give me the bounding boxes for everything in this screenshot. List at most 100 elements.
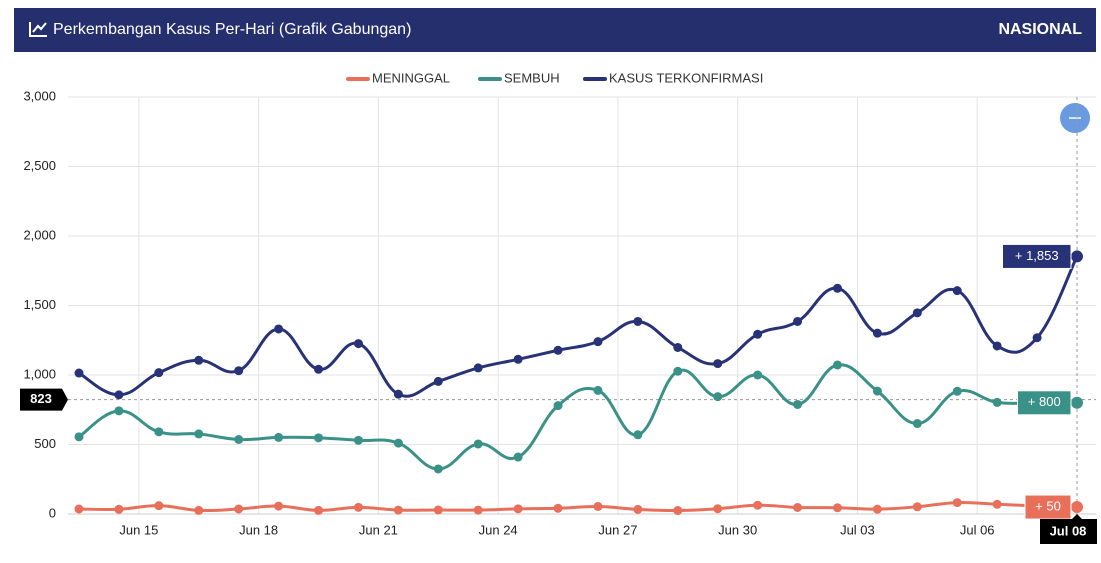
x-tick-label: Jun 21 — [359, 522, 398, 537]
y-tick-label: 2,500 — [23, 158, 56, 173]
data-point — [114, 406, 124, 416]
data-point — [353, 502, 363, 512]
data-point — [513, 452, 523, 462]
data-point — [633, 316, 643, 326]
data-point — [234, 366, 244, 376]
data-point — [194, 505, 204, 515]
chart-icon — [29, 22, 47, 37]
data-point — [274, 501, 284, 511]
data-point — [673, 506, 683, 516]
tooltip-label: + 50 — [1035, 498, 1061, 513]
data-point — [992, 499, 1002, 509]
data-point — [872, 386, 882, 396]
data-point — [114, 390, 124, 400]
data-point — [274, 432, 284, 442]
y-tick-label: 3,000 — [23, 88, 56, 103]
data-point — [713, 359, 723, 369]
data-point — [393, 505, 403, 515]
x-tick-label: Jun 27 — [598, 522, 637, 537]
data-point — [433, 376, 443, 386]
data-point — [912, 308, 922, 318]
data-point — [832, 360, 842, 370]
data-point — [154, 368, 164, 378]
data-point — [393, 438, 403, 448]
data-point — [713, 504, 723, 514]
data-point — [633, 504, 643, 514]
data-point — [194, 429, 204, 439]
header-bar — [14, 8, 1096, 52]
legend-label: SEMBUH — [504, 70, 560, 85]
data-point — [633, 430, 643, 440]
data-point — [114, 504, 124, 514]
data-point — [473, 363, 483, 373]
data-point — [194, 355, 204, 365]
data-point — [274, 324, 284, 334]
data-point — [832, 283, 842, 293]
data-point — [553, 401, 563, 411]
header-title: Perkembangan Kasus Per-Hari (Grafik Gabu… — [53, 21, 411, 38]
x-tick-label: Jun 15 — [119, 522, 158, 537]
data-point — [433, 464, 443, 474]
data-point — [952, 286, 962, 296]
x-tick-label: Jul 06 — [960, 522, 995, 537]
data-point — [473, 439, 483, 449]
data-point — [753, 329, 763, 339]
tooltip-box — [1017, 390, 1072, 416]
y-tick-label: 500 — [34, 436, 56, 451]
y-tick-label: 1,000 — [23, 366, 56, 381]
data-point — [1071, 250, 1083, 263]
data-point — [753, 370, 763, 380]
data-point — [74, 504, 84, 514]
data-point — [314, 505, 324, 515]
data-point — [593, 337, 603, 347]
data-point — [992, 397, 1002, 407]
data-point — [673, 342, 683, 352]
data-point — [234, 434, 244, 444]
data-point — [912, 502, 922, 512]
data-point — [513, 504, 523, 514]
data-point — [473, 505, 483, 515]
data-point — [353, 339, 363, 349]
data-point — [793, 399, 803, 409]
tooltip-box — [1024, 494, 1072, 520]
data-point — [234, 504, 244, 514]
data-point — [513, 354, 523, 364]
tooltip-label: + 1,853 — [1015, 248, 1059, 263]
data-point — [992, 341, 1002, 351]
legend-label: MENINGGAL — [372, 70, 450, 85]
data-point — [314, 364, 324, 374]
cursor-x-box — [1040, 514, 1097, 544]
data-point — [832, 503, 842, 513]
cursor-y-box — [20, 388, 68, 411]
data-point — [1071, 396, 1083, 409]
data-point — [353, 435, 363, 445]
data-point — [673, 366, 683, 376]
data-point — [952, 386, 962, 396]
data-point — [872, 328, 882, 338]
data-point — [553, 503, 563, 513]
tooltip-box — [1002, 243, 1072, 269]
legend-label: KASUS TERKONFIRMASI — [609, 70, 763, 85]
header-region: NASIONAL — [998, 21, 1082, 38]
data-point — [1071, 501, 1083, 514]
data-point — [872, 504, 882, 514]
cursor-y-label: 823 — [30, 391, 52, 406]
data-point — [553, 345, 563, 355]
y-tick-label: 0 — [49, 505, 56, 520]
cursor-x-label: Jul 08 — [1050, 523, 1087, 538]
data-point — [393, 389, 403, 399]
data-point — [154, 501, 164, 511]
x-tick-label: Jun 18 — [239, 522, 278, 537]
data-point — [753, 500, 763, 510]
x-tick-label: Jun 24 — [479, 522, 518, 537]
data-point — [154, 427, 164, 437]
data-point — [912, 419, 922, 429]
series-line — [78, 501, 1078, 513]
data-point — [433, 505, 443, 515]
data-point — [593, 385, 603, 395]
y-tick-label: 1,500 — [23, 297, 56, 312]
y-tick-label: 2,000 — [23, 227, 56, 242]
data-point — [74, 368, 84, 378]
